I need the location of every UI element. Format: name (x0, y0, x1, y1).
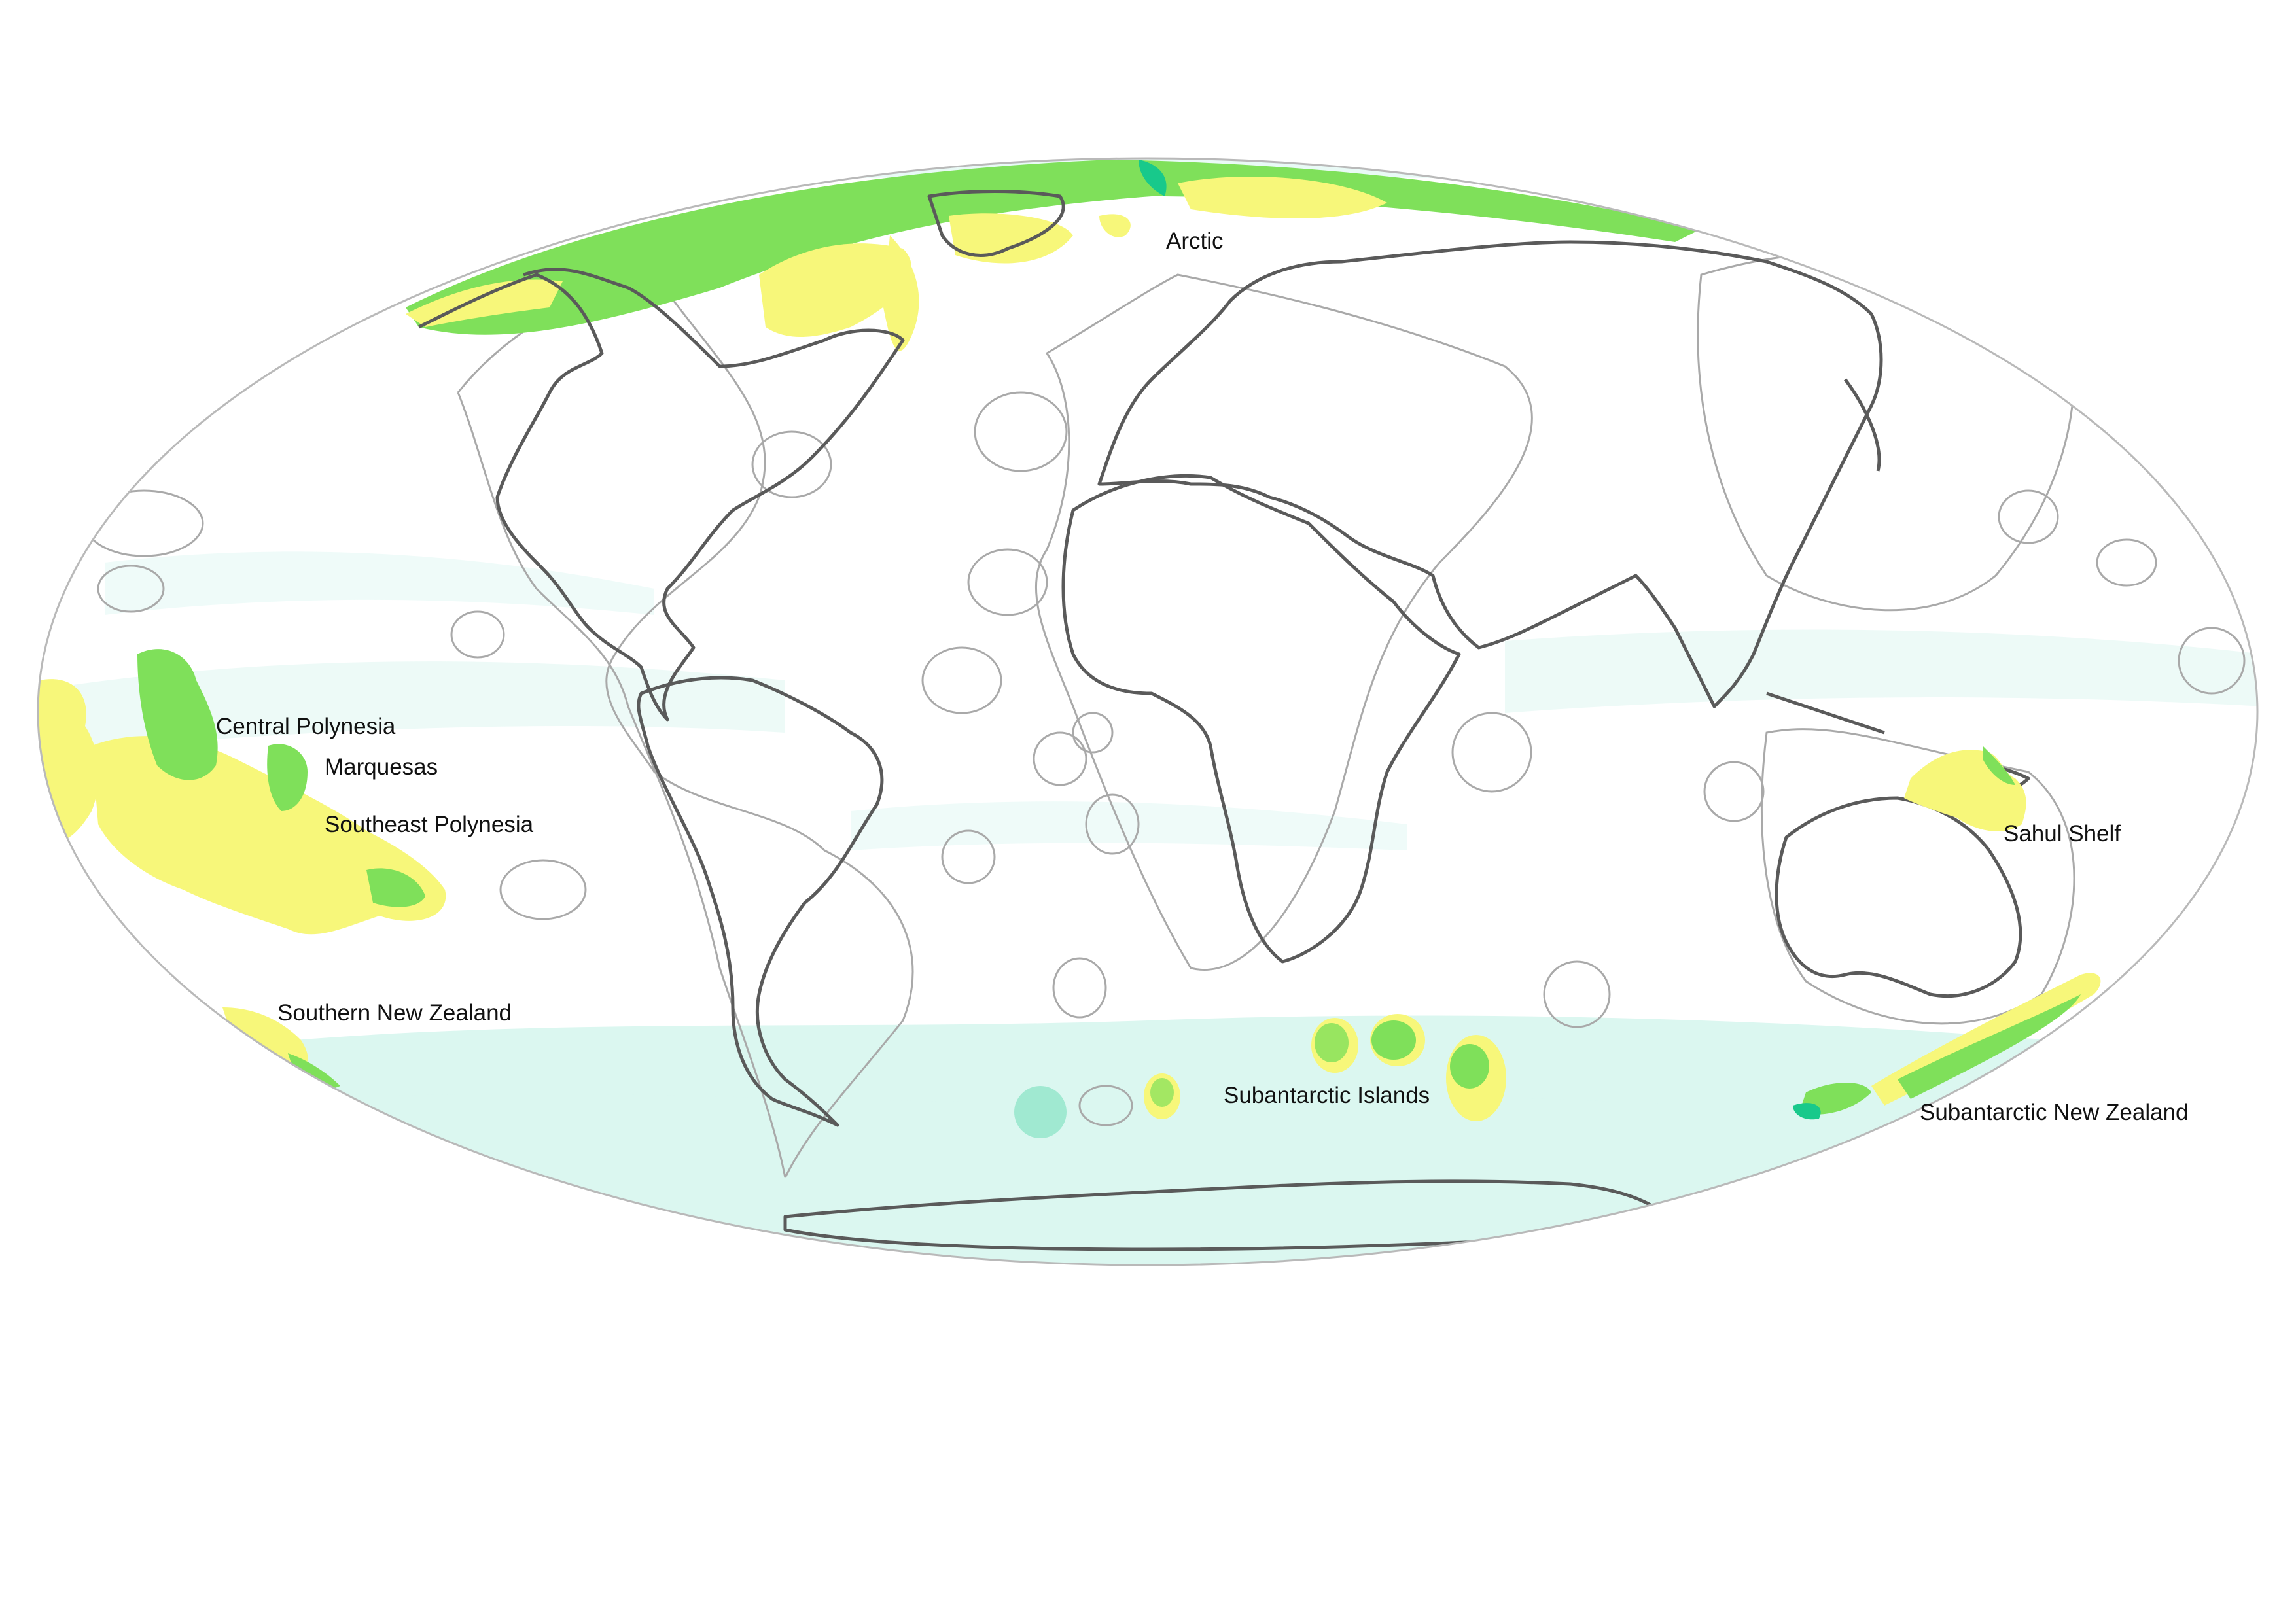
globe-background (38, 158, 2257, 1265)
label-subantarctic-islands: Subantarctic Islands (1224, 1083, 1430, 1108)
coastlines (417, 190, 2030, 1251)
label-subantarctic-new-zealand: Subantarctic New Zealand (1920, 1100, 2189, 1125)
subantarctic-islands-coverage (1014, 1014, 1506, 1138)
polynesia-coverage (39, 649, 446, 935)
label-sahul-shelf: Sahul Shelf (2004, 821, 2121, 846)
southern-nz-coverage (222, 1007, 340, 1089)
globe-outline (37, 157, 2259, 1266)
label-southern-new-zealand: Southern New Zealand (277, 1000, 512, 1026)
subantarctic-nz-coverage (1793, 973, 2101, 1120)
label-arctic: Arctic (1166, 228, 1224, 254)
sahul-shelf-coverage (1904, 746, 2026, 831)
label-central-polynesia: Central Polynesia (216, 714, 396, 739)
label-marquesas: Marquesas (325, 754, 438, 780)
arctic-coverage (406, 160, 1701, 351)
label-southeast-polynesia: Southeast Polynesia (325, 812, 534, 837)
region-labels: Arctic Central Polynesia Marquesas South… (216, 228, 2189, 1125)
